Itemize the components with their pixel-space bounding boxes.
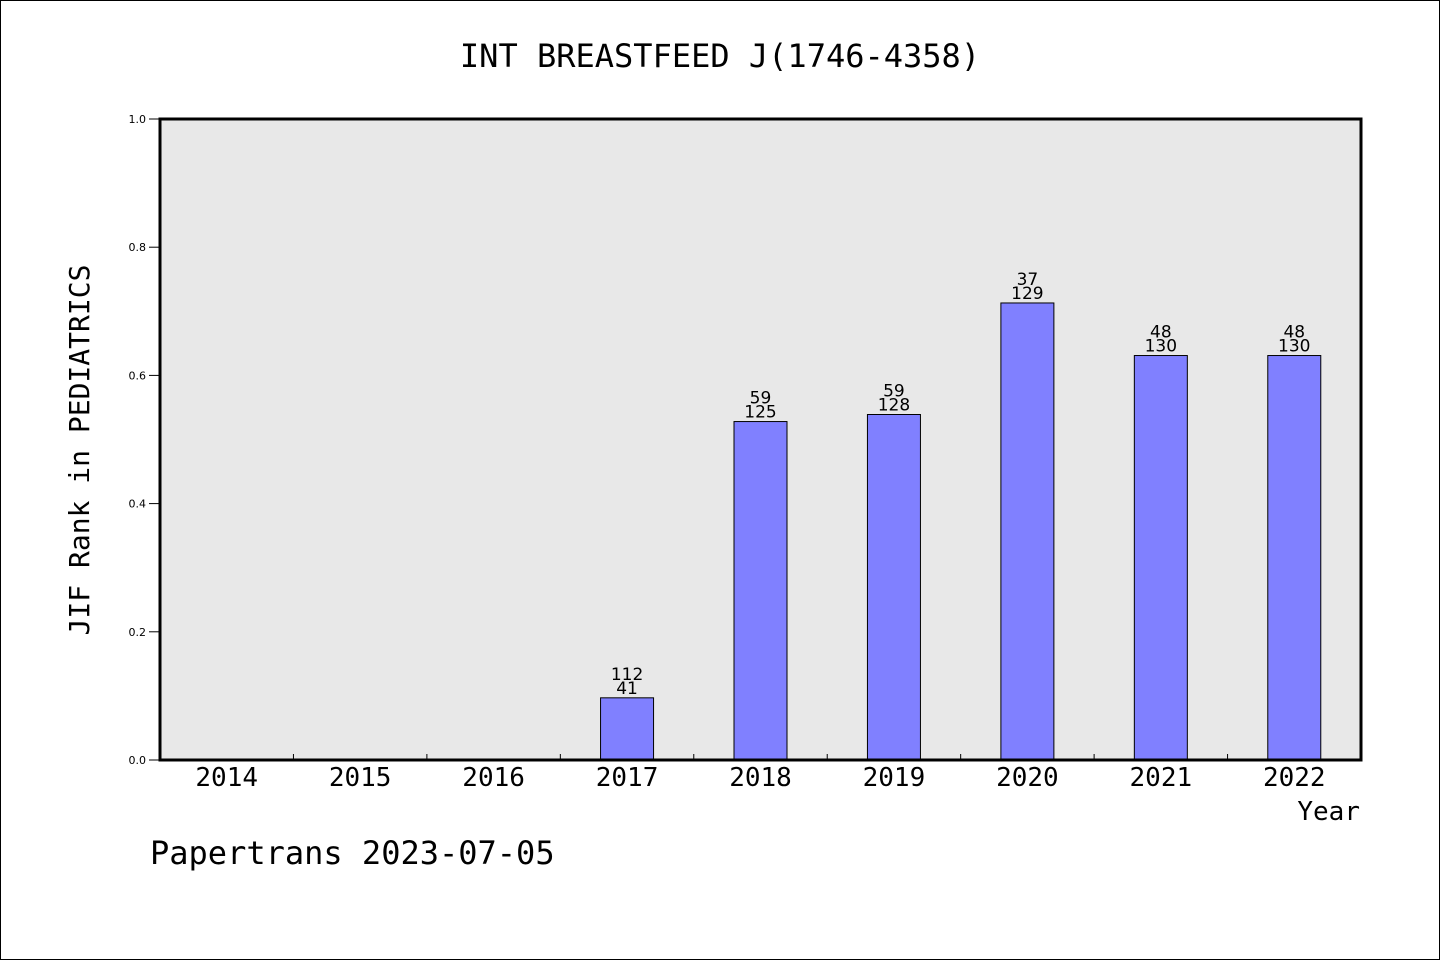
bar-2019 [866, 414, 921, 761]
x-tick-label: 2016 [462, 763, 525, 793]
plot-border [158, 117, 1363, 762]
bar-label-top: 59 [883, 382, 905, 402]
x-tick-label: 2017 [596, 763, 659, 793]
y-axis-label: JIF Rank in PEDIATRICS [63, 265, 96, 636]
y-tick-label: 0.2 [129, 626, 147, 639]
bar-2018 [733, 421, 788, 761]
bar-label-bottom: 128 [878, 396, 910, 416]
bar-label-top: 48 [1150, 323, 1172, 343]
bar-label-top: 48 [1283, 323, 1305, 343]
bar-label-top: 112 [611, 665, 643, 685]
x-axis: 2014 2015 2016 2017 2018 2019 2020 2021 2022 [195, 754, 1326, 793]
bar-label-bottom: 125 [744, 403, 776, 423]
bar-2020 [1000, 302, 1055, 761]
bar-label-top: 37 [1017, 270, 1039, 290]
chart-title: INT BREASTFEED J(1746-4358) [460, 37, 980, 75]
bar-label-top: 59 [750, 389, 772, 409]
y-tick-label: 0.4 [129, 498, 147, 511]
bar-2021 [1133, 355, 1188, 761]
bar-label-bottom: 130 [1278, 337, 1310, 357]
bar-label-bottom: 130 [1145, 337, 1177, 357]
x-tick-label: 2022 [1263, 763, 1326, 793]
y-axis: 0.0 0.2 0.4 0.6 0.8 1.0 [129, 113, 160, 767]
x-axis-label: Year [1297, 797, 1360, 827]
y-tick-label: 0.8 [129, 241, 147, 254]
y-tick-label: 0.0 [129, 754, 147, 767]
x-tick-label: 2021 [1130, 763, 1193, 793]
y-tick-label: 0.6 [129, 369, 147, 382]
bar-label-bottom: 129 [1011, 284, 1043, 304]
x-tick-label: 2018 [729, 763, 792, 793]
bar-label-bottom: 41 [616, 679, 638, 699]
bar-2017 [600, 697, 655, 761]
footer-credit: Papertrans 2023-07-05 [150, 834, 555, 872]
x-tick-label: 2020 [996, 763, 1059, 793]
x-tick-label: 2014 [195, 763, 258, 793]
x-tick-label: 2015 [329, 763, 392, 793]
x-tick-label: 2019 [863, 763, 926, 793]
y-tick-label: 1.0 [129, 113, 147, 126]
bars-group [600, 302, 1322, 761]
bar-2022 [1267, 355, 1322, 761]
